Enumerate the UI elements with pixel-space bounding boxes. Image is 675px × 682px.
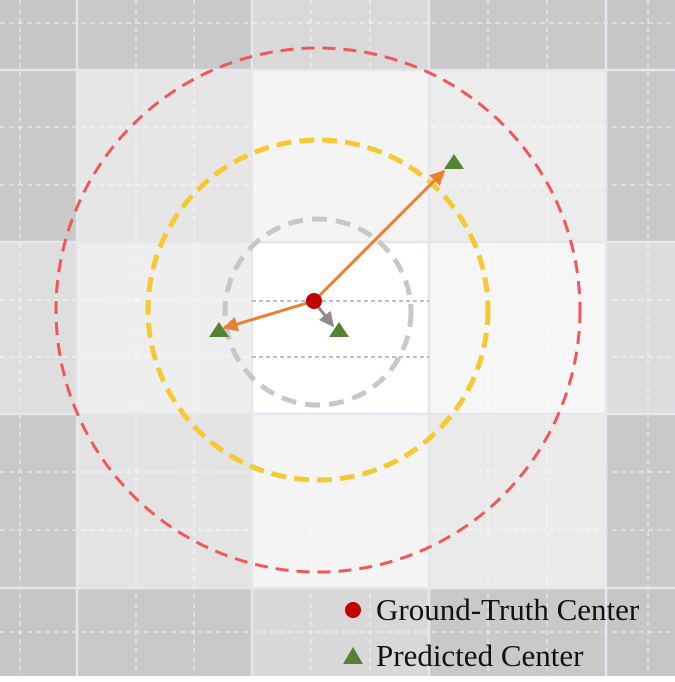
red-circle-icon	[345, 602, 361, 618]
grid-cell	[252, 70, 429, 242]
offset-arrow-left	[222, 299, 315, 332]
grid-cell	[606, 0, 675, 70]
predicted-center-marker	[209, 322, 229, 337]
grid-cell	[0, 242, 77, 414]
legend-label: Ground-Truth Center	[376, 592, 640, 627]
grid-cell	[606, 414, 675, 588]
grid-cell	[77, 70, 252, 242]
ground-truth-center-marker	[306, 293, 322, 309]
grid-cell	[606, 70, 675, 242]
grid-cell	[252, 414, 429, 588]
green-triangle-icon	[343, 647, 363, 664]
grid-cell	[0, 414, 77, 588]
grid-cell	[252, 0, 429, 70]
grid-cell	[77, 0, 252, 70]
grid-cell	[429, 70, 606, 242]
grid-cell	[0, 0, 77, 70]
grid-cell	[429, 414, 606, 588]
offset-arrow-small	[314, 303, 335, 328]
inner-ring	[222, 216, 414, 408]
center-cell-guides	[252, 300, 429, 358]
predicted-center-marker	[329, 322, 349, 337]
grid-cell	[77, 414, 252, 588]
outer-ring	[54, 46, 582, 574]
grid-cell	[429, 0, 606, 70]
grid-cell	[0, 70, 77, 242]
legend-label: Predicted Center	[376, 638, 584, 673]
middle-ring	[145, 137, 491, 483]
predicted-center-marker	[444, 154, 464, 169]
offset-arrow-upper-right	[312, 169, 446, 303]
grid-cell	[606, 242, 675, 414]
grid-cell	[429, 242, 606, 414]
